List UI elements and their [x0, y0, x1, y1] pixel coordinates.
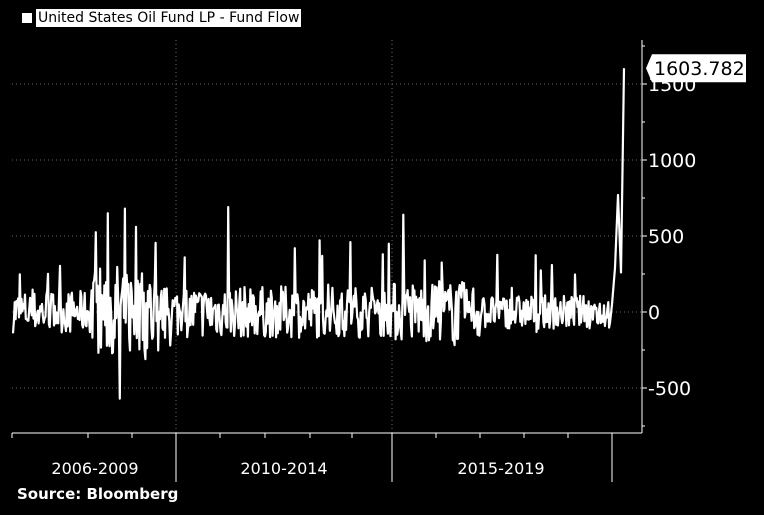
- legend-swatch: [22, 13, 32, 23]
- x-period-label: 2006-2009: [51, 459, 139, 478]
- last-value-label: 1603.782: [654, 58, 745, 80]
- last-value-box: [646, 54, 746, 83]
- y-tick-label: 500: [648, 226, 684, 248]
- chart-legend: United States Oil Fund LP - Fund Flow: [22, 9, 302, 27]
- y-tick-label: -500: [648, 378, 691, 400]
- y-tick-label: 1000: [648, 150, 696, 172]
- y-tick-label: 0: [648, 302, 660, 324]
- fund-flow-line: [11, 68, 626, 400]
- source-note: Source: Bloomberg: [17, 485, 179, 503]
- x-period-label: 2010-2014: [240, 459, 328, 478]
- legend-label: United States Oil Fund LP - Fund Flow: [36, 9, 302, 27]
- x-period-label: 2015-2019: [457, 459, 545, 478]
- last-value-callout: 1603.782: [646, 54, 746, 83]
